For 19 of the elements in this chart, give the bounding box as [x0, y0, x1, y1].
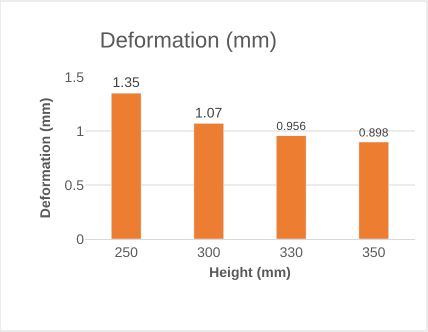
data-label: 1.35 [112, 74, 140, 90]
x-tick-label: 350 [362, 244, 386, 260]
y-tick-label: 1.5 [64, 68, 84, 85]
data-label: 1.07 [195, 104, 222, 120]
chart-title: Deformation (mm) [100, 28, 277, 53]
data-label: 0.956 [276, 120, 306, 134]
y-axis-title: Deformation (mm) [37, 98, 54, 218]
y-tick-label: 0 [76, 230, 84, 247]
data-label: 0.898 [358, 126, 389, 140]
x-axis-title: Height (mm) [209, 264, 291, 280]
x-tick-label: 250 [114, 244, 138, 260]
bar [111, 92, 142, 239]
bar [358, 142, 389, 239]
x-tick-label: 330 [280, 244, 304, 260]
bar [194, 123, 224, 239]
x-tick-label: 300 [197, 244, 221, 260]
bar [276, 136, 306, 239]
y-tick-label: 1 [76, 122, 84, 139]
y-tick-label: 0.5 [64, 176, 84, 193]
